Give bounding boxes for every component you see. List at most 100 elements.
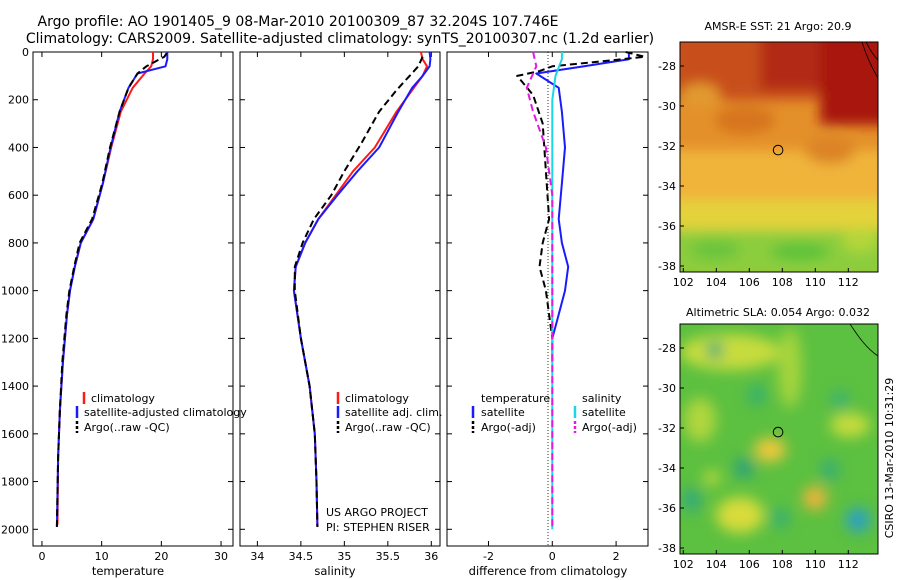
map-y-tick-label: -34: [658, 180, 676, 193]
temperature-axes-frame: [32, 51, 234, 547]
x-tick-label: 34: [250, 550, 264, 563]
temperature-xlabel: temperature: [92, 564, 164, 578]
series-line-1: [55, 52, 169, 527]
legend-label-temp-argo: Argo(-adj): [481, 421, 536, 434]
map-y-tick-label: -36: [658, 502, 676, 515]
x-tick-label: 10: [95, 550, 109, 563]
y-tick-label: 1400: [1, 380, 29, 393]
temperature-plot-area: 0 10 20 30 0 200 400 600 800 1000 1200 1400 1600 1800…: [1, 46, 233, 563]
pi-annotation: PI: STEPHEN RISER: [326, 521, 430, 534]
difference-panel: -2 0 2 temperature satellite Argo(-adj) sa…: [446, 51, 649, 578]
legend-label-temp-satellite: satellite: [481, 406, 525, 419]
salinity-xlabel: salinity: [314, 564, 355, 578]
legend-label-climatology: climatology: [91, 392, 155, 405]
legend-label-temperature: temperature: [481, 392, 550, 405]
sla-map-frame: [679, 323, 879, 555]
salinity-axes-frame: [239, 51, 441, 547]
difference-axes-frame: [446, 51, 649, 547]
legend-label-satellite: satellite-adjusted climatology: [84, 406, 247, 419]
map-y-tick-label: -30: [658, 100, 676, 113]
map-x-tick-label: 110: [805, 276, 826, 289]
sst-map-panel: AMSR-E SST: 21 Argo: 20.9 102 104 106 108 11: [658, 20, 879, 289]
salinity-legend: climatology satellite adj. clim. Argo(..…: [336, 392, 442, 434]
timestamp-stamp: CSIRO 13-Mar-2010 10:31:29: [883, 378, 896, 539]
sla-map-ticks: 102 104 106 108 110 112 -28 -30 -32 -34 -36 -38: [658, 342, 859, 571]
sst-field: [680, 42, 878, 272]
figure-subtitle: Climatology: CARS2009. Satellite-adjuste…: [26, 31, 654, 47]
temperature-legend: climatology satellite-adjusted climatolo…: [75, 392, 247, 434]
y-tick-label: 0: [22, 46, 29, 59]
x-tick-label: -2: [483, 550, 494, 563]
sla-map-panel: Altimetric SLA: 0.054 Argo: 0.032: [658, 306, 879, 571]
sla-field: [680, 324, 878, 554]
series-line-0: [535, 52, 630, 363]
series-line-1: [516, 51, 646, 339]
y-tick-label: 1600: [1, 428, 29, 441]
y-tick-label: 600: [8, 189, 29, 202]
project-annotation: US ARGO PROJECT: [326, 506, 428, 519]
series-line-0: [56, 52, 154, 525]
map-y-tick-label: -28: [658, 342, 676, 355]
map-x-tick-label: 102: [673, 276, 694, 289]
map-y-tick-label: -34: [658, 462, 676, 475]
y-tick-label: 800: [8, 237, 29, 250]
x-tick-label: 35: [337, 550, 351, 563]
x-tick-label: 0: [38, 550, 45, 563]
legend-label-climatology: climatology: [345, 392, 409, 405]
sla-map-title: Altimetric SLA: 0.054 Argo: 0.032: [686, 306, 870, 319]
difference-plot-area: -2 0 2: [447, 51, 648, 563]
series-line-0: [292, 51, 428, 527]
sst-map-frame: [679, 41, 879, 273]
map-y-tick-label: -36: [658, 220, 676, 233]
y-tick-label: 1800: [1, 476, 29, 489]
x-tick-label: 2: [613, 550, 620, 563]
difference-xlabel: difference from climatology: [469, 564, 628, 578]
map-y-tick-label: -38: [658, 542, 676, 555]
series-line-3: [525, 51, 554, 530]
y-tick-label: 2000: [1, 523, 29, 536]
salinity-plot-area: 34 34.5 35 35.5 36: [240, 51, 440, 563]
x-tick-label: 36: [424, 550, 438, 563]
map-y-tick-label: -32: [658, 422, 676, 435]
map-y-tick-label: -28: [658, 60, 676, 73]
map-y-tick-label: -32: [658, 140, 676, 153]
sst-argo-location-marker: [772, 144, 784, 156]
map-y-tick-label: -30: [658, 382, 676, 395]
map-x-tick-label: 106: [739, 558, 760, 571]
y-tick-label: 200: [8, 94, 29, 107]
figure-title: Argo profile: AO 1901405_9 08-Mar-2010 2…: [38, 14, 559, 30]
map-x-tick-label: 112: [838, 276, 859, 289]
map-x-tick-label: 110: [805, 558, 826, 571]
legend-label-sal-argo: Argo(-adj): [582, 421, 637, 434]
legend-label-argo: Argo(..raw -QC): [84, 421, 170, 434]
legend-label-sal-satellite: satellite: [582, 406, 626, 419]
y-tick-label: 1200: [1, 332, 29, 345]
series-line-2: [551, 52, 563, 530]
map-x-tick-label: 108: [772, 276, 793, 289]
sst-map-title: AMSR-E SST: 21 Argo: 20.9: [704, 20, 851, 33]
series-line-2: [55, 52, 168, 527]
legend-label-salinity: salinity: [582, 392, 622, 405]
map-x-tick-label: 112: [838, 558, 859, 571]
legend-label-satellite: satellite adj. clim.: [345, 406, 442, 419]
x-tick-label: 34.5: [289, 550, 314, 563]
map-x-tick-label: 102: [673, 558, 694, 571]
map-x-tick-label: 104: [706, 558, 727, 571]
series-line-1: [292, 51, 432, 527]
x-tick-label: 0: [549, 550, 556, 563]
map-x-tick-label: 106: [739, 276, 760, 289]
y-tick-label: 1000: [1, 285, 29, 298]
map-y-tick-label: -38: [658, 260, 676, 273]
map-x-tick-label: 108: [772, 558, 793, 571]
difference-legend: temperature satellite Argo(-adj) salinit…: [471, 392, 637, 434]
temperature-panel: 0 10 20 30 0 200 400 600 800 1000 1200 1400 1600 1800…: [1, 46, 247, 578]
legend-label-argo: Argo(..raw -QC): [345, 421, 431, 434]
x-tick-label: 20: [154, 550, 168, 563]
sla-argo-location-marker: [772, 426, 784, 438]
series-line-2: [293, 56, 424, 527]
x-tick-label: 30: [214, 550, 228, 563]
sst-map-ticks: 102 104 106 108 110 112 -28 -30 -32 -34 -36 -38: [658, 60, 859, 289]
x-tick-label: 35.5: [376, 550, 401, 563]
salinity-panel: 34 34.5 35 35.5 36 climatology satellite adj…: [239, 51, 442, 578]
